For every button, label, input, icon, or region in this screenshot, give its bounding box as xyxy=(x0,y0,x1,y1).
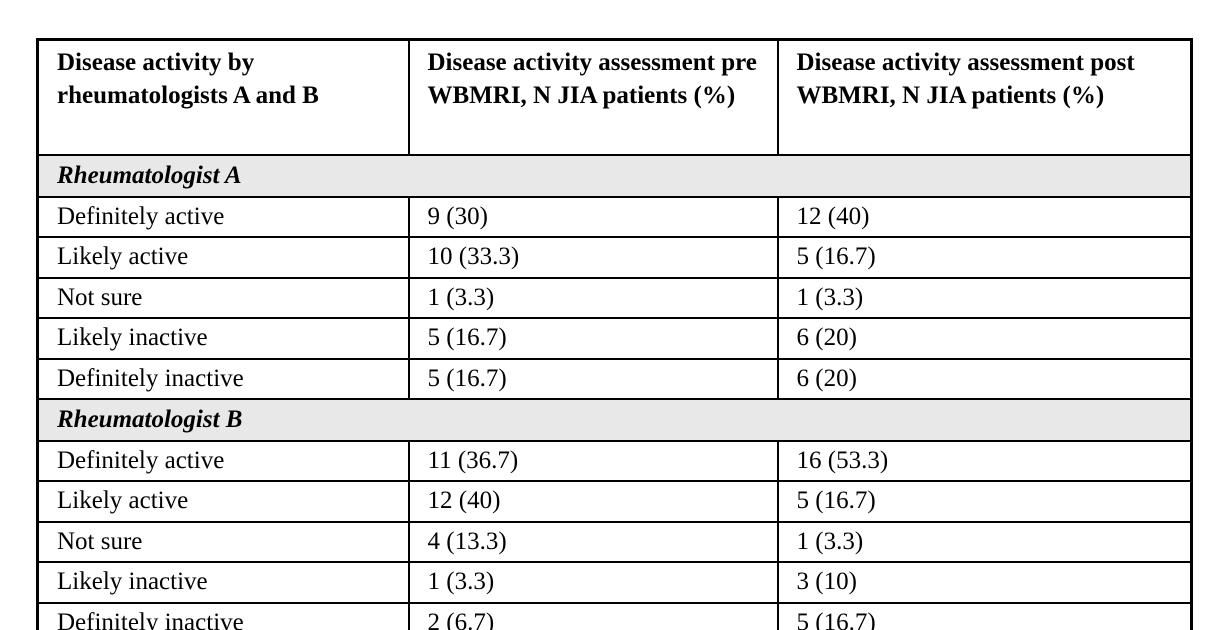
pre-wbmri-value: 12 (40) xyxy=(407,480,779,523)
row-label: Likely inactive xyxy=(36,561,410,604)
column-header-category: Disease activity by rheumatologists A an… xyxy=(36,38,410,156)
section-label: Rheumatologist A xyxy=(36,154,1193,198)
row-label: Definitely inactive xyxy=(36,601,410,630)
table-row: Likely active 12 (40) 5 (16.7) xyxy=(36,480,1193,523)
table-row: Not sure 4 (13.3) 1 (3.3) xyxy=(36,520,1193,563)
row-label: Likely active xyxy=(36,236,410,279)
pre-wbmri-value: 1 (3.3) xyxy=(407,561,779,604)
post-wbmri-value: 1 (3.3) xyxy=(776,276,1193,319)
post-wbmri-value: 3 (10) xyxy=(776,561,1193,604)
row-label: Not sure xyxy=(36,520,410,563)
row-label: Not sure xyxy=(36,276,410,319)
pre-wbmri-value: 11 (36.7) xyxy=(407,439,779,482)
table-row: Likely active 10 (33.3) 5 (16.7) xyxy=(36,236,1193,279)
table-row: Definitely active 9 (30) 12 (40) xyxy=(36,195,1193,238)
section-label: Rheumatologist B xyxy=(36,398,1193,442)
post-wbmri-value: 6 (20) xyxy=(776,317,1193,360)
row-label: Definitely inactive xyxy=(36,357,410,400)
pre-wbmri-value: 9 (30) xyxy=(407,195,779,238)
pre-wbmri-value: 1 (3.3) xyxy=(407,276,779,319)
pre-wbmri-value: 5 (16.7) xyxy=(407,357,779,400)
table-row: Definitely inactive 5 (16.7) 6 (20) xyxy=(36,357,1193,400)
post-wbmri-value: 1 (3.3) xyxy=(776,520,1193,563)
pre-wbmri-value: 10 (33.3) xyxy=(407,236,779,279)
row-label: Likely active xyxy=(36,480,410,523)
pre-wbmri-value: 4 (13.3) xyxy=(407,520,779,563)
header-row: Disease activity by rheumatologists A an… xyxy=(36,38,1193,156)
pre-wbmri-value: 2 (6.7) xyxy=(407,601,779,630)
table-row: Definitely active 11 (36.7) 16 (53.3) xyxy=(36,439,1193,482)
post-wbmri-value: 5 (16.7) xyxy=(776,236,1193,279)
section-header-rheumatologist-a: Rheumatologist A xyxy=(36,154,1193,198)
table-row: Likely inactive 5 (16.7) 6 (20) xyxy=(36,317,1193,360)
post-wbmri-value: 5 (16.7) xyxy=(776,601,1193,630)
column-header-pre-wbmri: Disease activity assessment pre WBMRI, N… xyxy=(407,38,779,156)
table-row: Not sure 1 (3.3) 1 (3.3) xyxy=(36,276,1193,319)
post-wbmri-value: 6 (20) xyxy=(776,357,1193,400)
spellcheck-underlined-label: Definitely inactive xyxy=(57,608,244,630)
post-wbmri-value: 12 (40) xyxy=(776,195,1193,238)
table-row: Definitely inactive 2 (6.7) 5 (16.7) xyxy=(36,601,1193,630)
post-wbmri-value: 5 (16.7) xyxy=(776,480,1193,523)
disease-activity-table: Disease activity by rheumatologists A an… xyxy=(36,38,1193,630)
table-body: Rheumatologist A Definitely active 9 (30… xyxy=(36,154,1193,630)
post-wbmri-value: 16 (53.3) xyxy=(776,439,1193,482)
table-header: Disease activity by rheumatologists A an… xyxy=(36,38,1193,156)
pre-wbmri-value: 5 (16.7) xyxy=(407,317,779,360)
column-header-post-wbmri: Disease activity assessment post WBMRI, … xyxy=(776,38,1193,156)
table-row: Likely inactive 1 (3.3) 3 (10) xyxy=(36,561,1193,604)
row-label: Definitely active xyxy=(36,195,410,238)
section-header-rheumatologist-b: Rheumatologist B xyxy=(36,398,1193,442)
row-label: Definitely active xyxy=(36,439,410,482)
row-label: Likely inactive xyxy=(36,317,410,360)
